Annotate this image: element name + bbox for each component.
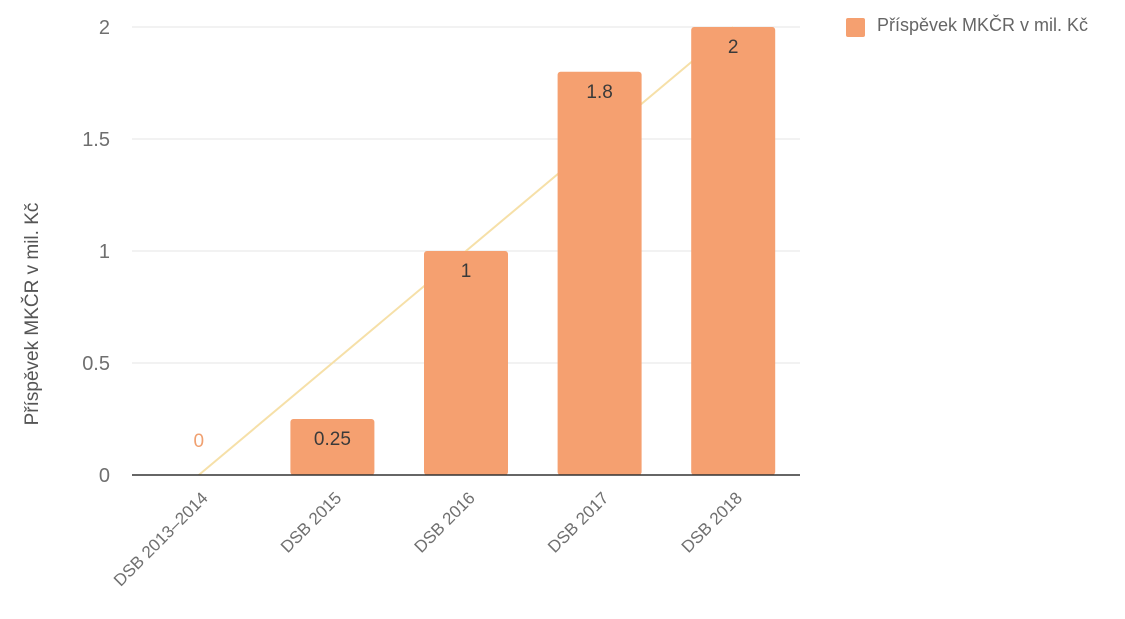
bar-data-label: 1.8 xyxy=(586,82,612,103)
bar-data-label: 0 xyxy=(194,431,205,452)
legend-entry-label: Příspěvek MKČR v mil. Kč xyxy=(877,15,1089,35)
bar xyxy=(424,251,508,475)
y-tick-label: 0 xyxy=(99,465,110,487)
y-tick-label: 1 xyxy=(99,241,110,263)
bar xyxy=(691,27,776,475)
legend-swatch xyxy=(846,18,865,37)
y-tick-label: 2 xyxy=(99,17,110,39)
y-axis-title: Příspěvek MKČR v mil. Kč xyxy=(21,203,43,426)
bar xyxy=(557,71,642,476)
x-axis-category-labels: DSB 2013–2014 DSB 2015 DSB 2016 DSB 2017 DSB… xyxy=(110,488,746,590)
x-tick-label: DSB 2013–2014 xyxy=(110,488,212,590)
x-tick-label: DSB 2016 xyxy=(411,488,479,556)
legend: Příspěvek MKČR v mil. Kč xyxy=(846,16,1116,37)
y-axis-ticks: 0 0.5 1 1.5 2 xyxy=(82,17,110,487)
bar-data-label: 0.25 xyxy=(314,429,351,450)
x-tick-label: DSB 2018 xyxy=(678,488,746,556)
bar xyxy=(290,419,375,475)
bar-data-label: 2 xyxy=(728,37,739,58)
x-tick-label: DSB 2017 xyxy=(544,488,612,556)
bar-data-labels: 0 0.25 1 1.8 2 xyxy=(194,37,739,452)
y-tick-label: 1.5 xyxy=(82,129,110,151)
x-tick-label: DSB 2015 xyxy=(277,488,345,556)
bars xyxy=(290,27,776,476)
bar-data-label: 1 xyxy=(461,261,472,282)
y-tick-label: 0.5 xyxy=(82,353,110,375)
